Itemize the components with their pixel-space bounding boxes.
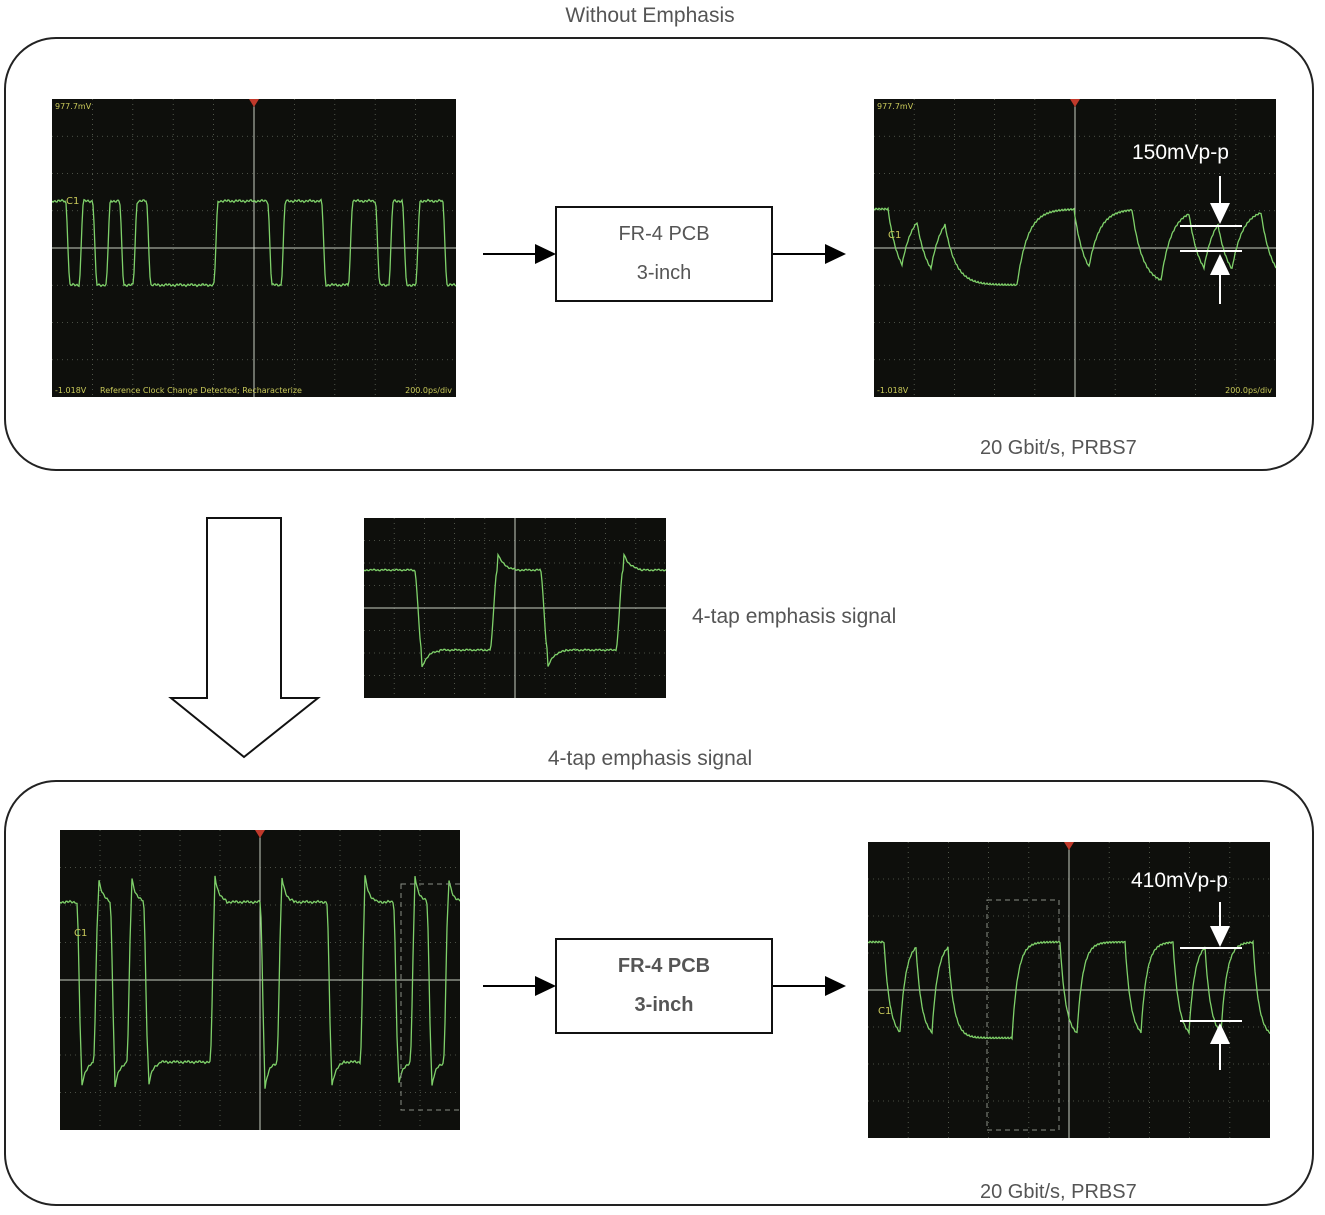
- zoom-region: [400, 883, 460, 1111]
- scope-top-output-bottom-label: -1.018V: [877, 386, 909, 395]
- emphasis-label: 4-tap emphasis signal: [692, 605, 897, 628]
- scope-trace: [364, 552, 666, 668]
- scope-top-input-plot: [52, 99, 456, 397]
- scope-top-output: 977.7mV C1 -1.018V 200.0ps/div 150mVp-p: [874, 99, 1276, 397]
- scope-bottom-input-channel: C1: [74, 928, 88, 939]
- scope-grid: [60, 830, 460, 1130]
- scope-grid: [52, 99, 456, 397]
- bottom-measure-label: 410mVp-p: [1131, 869, 1228, 892]
- scope-top-output-plot: [874, 99, 1276, 397]
- scope-trace: [874, 206, 1276, 287]
- trigger-marker: [1064, 842, 1074, 850]
- scope-top-input-timebase: 200.0ps/div: [405, 386, 452, 395]
- pcb-box-bottom: FR-4 PCB 3-inch: [555, 938, 773, 1034]
- scope-emphasis-sample: [364, 518, 666, 698]
- big-down-arrow: [168, 517, 321, 759]
- pcb-box-top-line1: FR-4 PCB: [618, 223, 710, 246]
- scope-top-output-timebase: 200.0ps/div: [1225, 386, 1272, 395]
- scope-bottom-output-plot: [868, 842, 1270, 1138]
- pcb-box-top-line2: 3-inch: [636, 261, 692, 284]
- scope-top-input: 977.7mV C1 -1.018V Reference Clock Chang…: [52, 99, 456, 397]
- top-panel-title: Without Emphasis: [565, 4, 735, 27]
- top-panel: [4, 37, 1314, 471]
- scope-grid: [868, 842, 1270, 1138]
- scope-top-input-top-label: 977.7mV: [55, 102, 92, 111]
- scope-trace: [60, 875, 460, 1089]
- top-rate-note: 20 Gbit/s, PRBS7: [980, 437, 1137, 459]
- scope-top-input-status: Reference Clock Change Detected; Rechara…: [100, 386, 302, 395]
- scope-emphasis-sample-plot: [364, 518, 666, 698]
- bottom-panel-title: 4-tap emphasis signal: [547, 747, 753, 770]
- pcb-box-bottom-line1: FR-4 PCB: [617, 955, 711, 978]
- trigger-marker: [255, 830, 265, 838]
- scope-top-output-channel: C1: [888, 230, 902, 241]
- scope-top-input-bottom-label: -1.018V: [55, 386, 87, 395]
- scope-top-input-channel: C1: [66, 196, 80, 207]
- pcb-box-top: FR-4 PCB 3-inch: [555, 206, 773, 302]
- top-measure-label: 150mVp-p: [1132, 141, 1229, 164]
- pcb-box-bottom-line2: 3-inch: [634, 993, 694, 1016]
- scope-bottom-input-plot: [60, 830, 460, 1130]
- scope-trace: [868, 939, 1270, 1041]
- scope-bottom-output: C1 410mVp-p: [868, 842, 1270, 1138]
- scope-top-output-top-label: 977.7mV: [877, 102, 914, 111]
- scope-bottom-input: C1: [60, 830, 460, 1130]
- scope-trace: [52, 198, 456, 288]
- scope-grid: [364, 518, 666, 698]
- zoom-region: [986, 899, 1060, 1131]
- scope-bottom-output-channel: C1: [878, 1006, 892, 1017]
- scope-grid: [874, 99, 1276, 397]
- bottom-panel: [4, 780, 1314, 1206]
- bottom-rate-note: 20 Gbit/s, PRBS7: [980, 1181, 1137, 1203]
- trigger-marker: [1070, 99, 1080, 107]
- trigger-marker: [249, 99, 259, 107]
